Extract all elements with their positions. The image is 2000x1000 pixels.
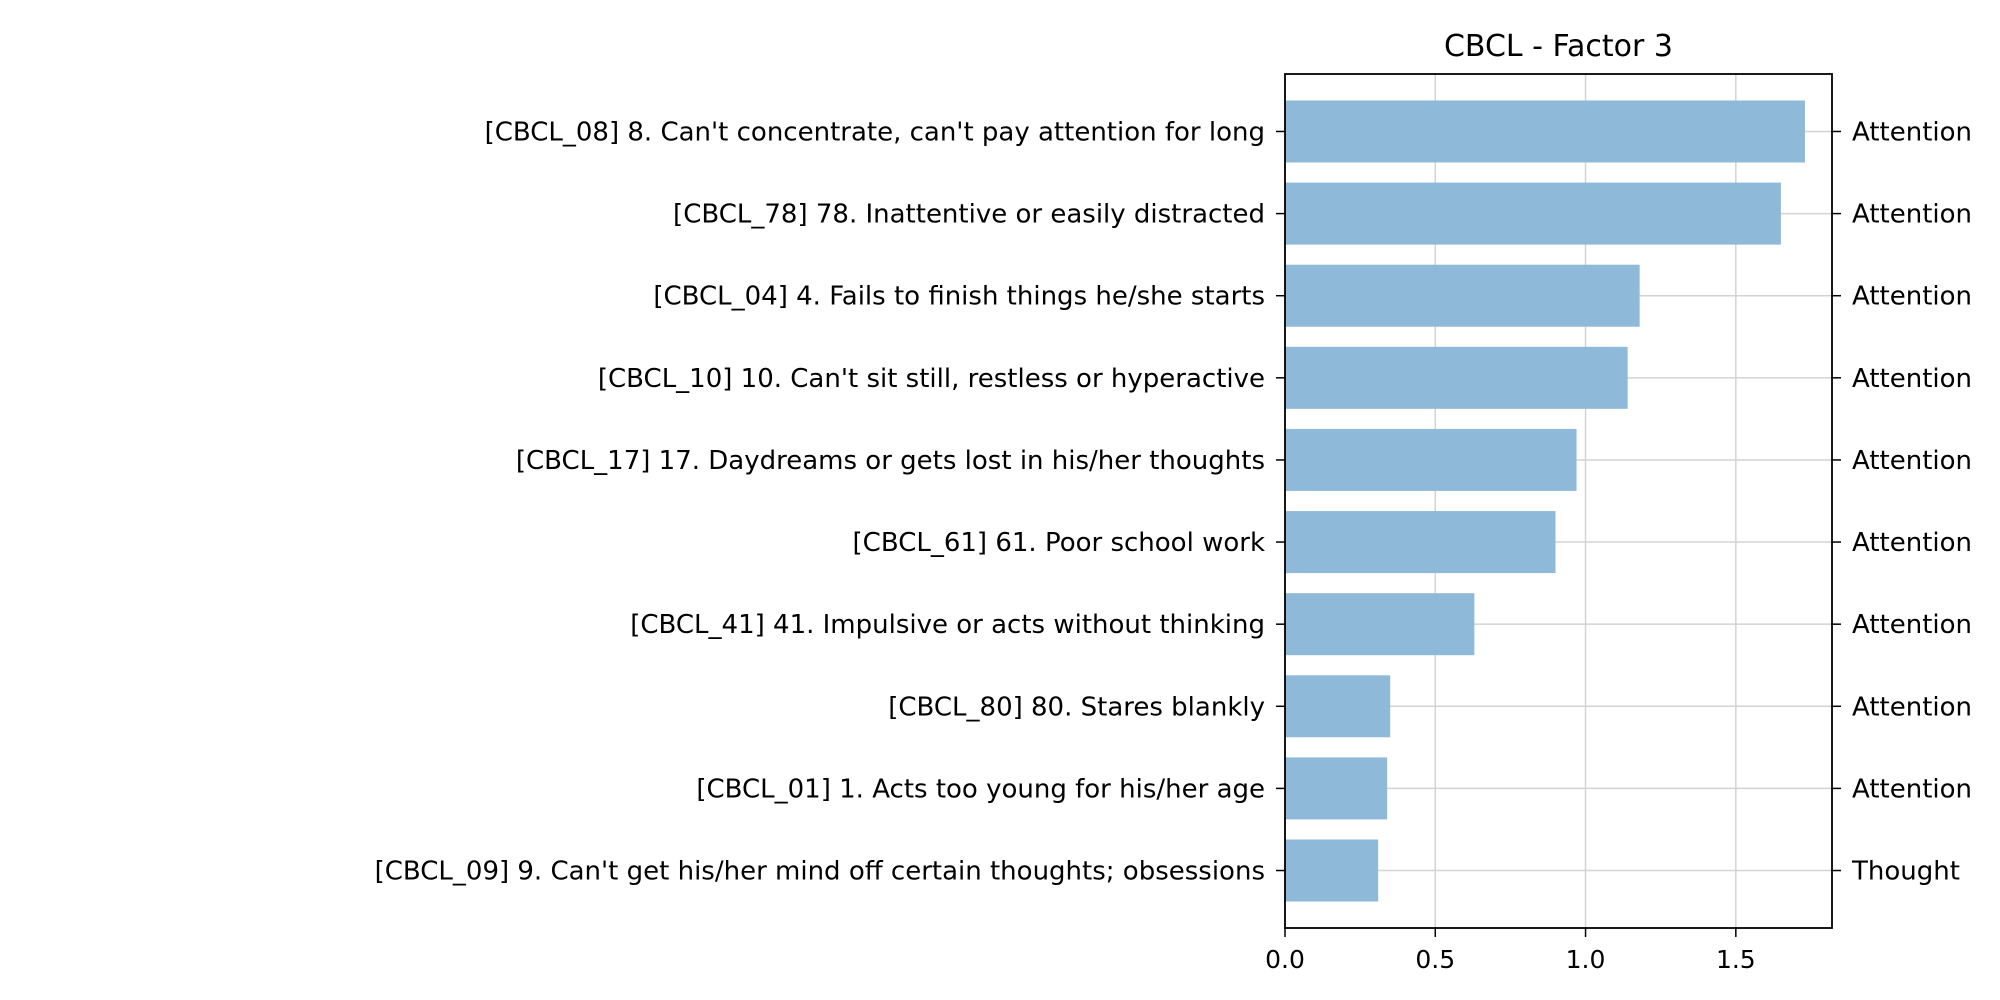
axis-ticks [1276,130,1841,937]
category-label: [CBCL_78] 78. Inattentive or easily dist… [673,200,1265,230]
bar [1285,839,1379,902]
bar [1285,182,1781,245]
factor-label: Thought [1851,857,1960,887]
bar [1285,593,1475,656]
bar [1285,757,1388,820]
bar [1285,428,1577,491]
category-label: [CBCL_41] 41. Impulsive or acts without … [630,610,1265,640]
category-label: [CBCL_61] 61. Poor school work [853,528,1265,558]
x-tick-label: 0.0 [1265,945,1305,974]
bar [1285,346,1628,409]
bar [1285,100,1805,163]
factor-label: Attention [1852,200,1972,230]
axis-labels: 0.0 0.5 1.0 1.5 [CBCL_08] 8. Can't concentra… [375,117,1972,974]
category-label: [CBCL_09] 9. Can't get his/her mind off … [375,857,1265,887]
category-label: [CBCL_17] 17. Daydreams or gets lost in … [516,446,1265,476]
bar [1285,675,1391,738]
x-tick-label: 1.5 [1716,945,1756,974]
factor-label: Attention [1852,610,1972,640]
x-tick-label: 1.0 [1566,945,1606,974]
factor-label: Attention [1852,117,1972,147]
category-label: [CBCL_80] 80. Stares blankly [888,692,1265,722]
category-label: [CBCL_10] 10. Can't sit still, restless … [598,364,1265,394]
factor-label: Attention [1852,364,1972,394]
bar [1285,511,1556,574]
category-label: [CBCL_04] 4. Fails to finish things he/s… [653,282,1265,312]
bars [1285,100,1805,902]
category-label: [CBCL_08] 8. Can't concentrate, can't pa… [485,117,1265,147]
factor-label: Attention [1852,774,1972,804]
factor-label: Attention [1852,692,1972,722]
plot-frame [1284,73,1833,929]
x-tick-label: 0.5 [1415,945,1455,974]
factor-label: Attention [1852,528,1972,558]
category-label: [CBCL_01] 1. Acts too young for his/her … [696,774,1265,804]
factor-label: Attention [1852,282,1972,312]
chart-title: CBCL - Factor 3 [1444,29,1673,64]
bar [1285,264,1640,327]
factor-label: Attention [1852,446,1972,476]
